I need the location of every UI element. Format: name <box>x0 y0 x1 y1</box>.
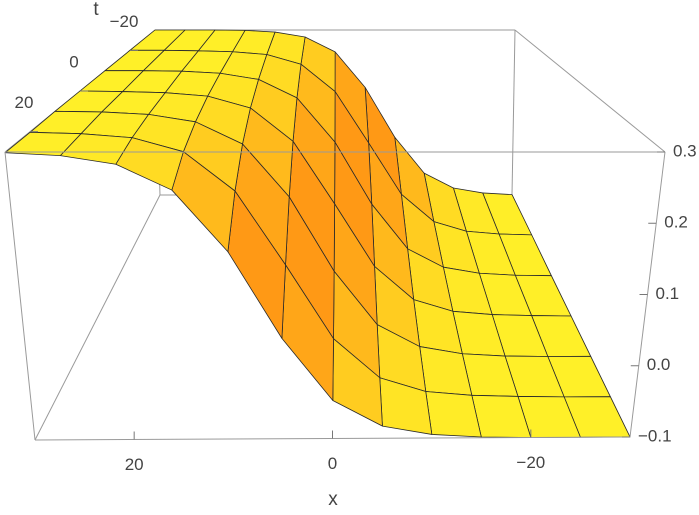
z-tick-label: 0.3 <box>673 141 697 160</box>
t-axis-label: t <box>93 0 99 20</box>
t-tick-label: −20 <box>110 12 139 31</box>
t-tick-label: 20 <box>15 93 34 112</box>
z-tick-label: −0.1 <box>638 426 672 445</box>
t-tick-label: 0 <box>69 52 78 71</box>
box-edge <box>511 29 516 196</box>
x-tick-label: 20 <box>125 455 144 474</box>
x-tick-label: −20 <box>516 453 545 472</box>
z-tick-label: 0.0 <box>647 355 671 374</box>
z-tick-label: 0.2 <box>664 213 688 232</box>
box-edge <box>34 194 161 441</box>
box-edge <box>514 29 666 153</box>
x-tick-label: 0 <box>328 454 337 473</box>
box-edge <box>4 151 36 441</box>
x-axis-label: x <box>328 489 338 510</box>
z-tick-label: 0.1 <box>656 284 680 303</box>
